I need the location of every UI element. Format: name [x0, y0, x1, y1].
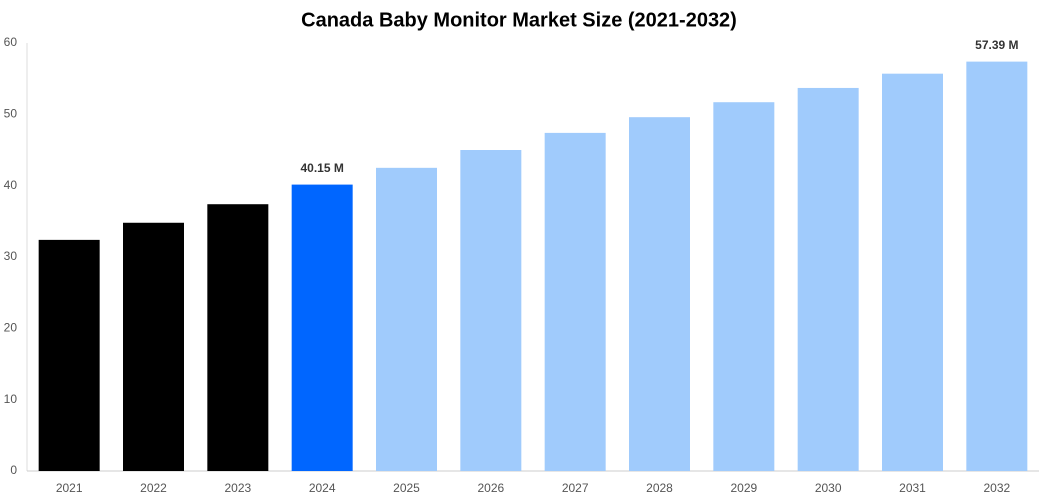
x-tick-label: 2025 — [393, 481, 420, 495]
bar — [291, 184, 353, 471]
y-tick-label: 50 — [4, 107, 18, 121]
bar — [376, 167, 437, 472]
x-tick-label: 2024 — [309, 481, 336, 495]
y-tick-label: 30 — [4, 249, 18, 263]
bar — [629, 117, 690, 471]
x-tick-label: 2032 — [983, 481, 1010, 495]
bar — [797, 87, 859, 471]
bar — [713, 102, 775, 471]
bar — [966, 61, 1028, 471]
y-tick-label: 10 — [4, 392, 18, 406]
bar — [123, 222, 184, 471]
value-label: 40.15 M — [300, 161, 343, 175]
chart-title: Canada Baby Monitor Market Size (2021-20… — [301, 9, 737, 31]
y-tick-label: 20 — [4, 321, 18, 335]
bar — [460, 150, 522, 471]
x-tick-label: 2023 — [224, 481, 251, 495]
y-tick-label: 60 — [4, 35, 18, 49]
x-tick-label: 2022 — [140, 481, 167, 495]
x-tick-label: 2027 — [562, 481, 589, 495]
x-tick-label: 2030 — [815, 481, 842, 495]
x-tick-label: 2029 — [730, 481, 757, 495]
x-tick-label: 2028 — [646, 481, 673, 495]
y-tick-label: 40 — [4, 178, 18, 192]
bar — [207, 204, 269, 472]
x-tick-label: 2031 — [899, 481, 926, 495]
bar — [882, 73, 943, 471]
bar — [38, 239, 100, 471]
x-tick-label: 2021 — [56, 481, 83, 495]
x-tick-label: 2026 — [477, 481, 504, 495]
y-tick-label: 0 — [10, 463, 17, 477]
bar — [544, 132, 606, 471]
value-label: 57.39 M — [975, 38, 1018, 52]
